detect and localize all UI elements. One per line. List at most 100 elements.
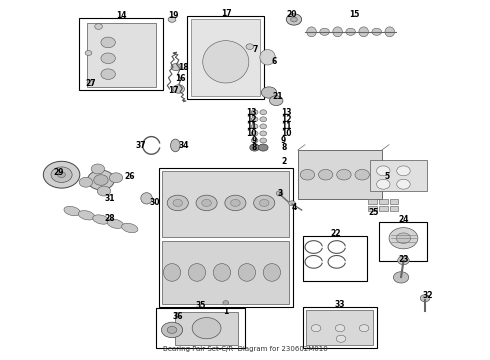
Bar: [368, 199, 377, 204]
Circle shape: [260, 110, 267, 115]
Text: 26: 26: [124, 172, 134, 181]
Ellipse shape: [377, 179, 390, 189]
Text: 15: 15: [349, 10, 360, 19]
Text: 37: 37: [136, 141, 147, 150]
Circle shape: [223, 301, 229, 305]
Circle shape: [88, 170, 114, 190]
Text: 19: 19: [168, 12, 178, 21]
Circle shape: [251, 117, 258, 122]
Circle shape: [318, 170, 333, 180]
Circle shape: [192, 318, 221, 339]
Ellipse shape: [359, 27, 368, 37]
Ellipse shape: [163, 264, 181, 281]
Circle shape: [359, 325, 369, 332]
Circle shape: [260, 117, 267, 122]
Ellipse shape: [203, 41, 249, 83]
Ellipse shape: [263, 264, 281, 281]
Ellipse shape: [397, 166, 410, 176]
Bar: [87, 23, 156, 86]
Bar: [156, 308, 245, 348]
Text: 9: 9: [252, 136, 257, 145]
Circle shape: [254, 195, 275, 211]
Circle shape: [260, 131, 267, 136]
Text: 3: 3: [278, 189, 283, 198]
Ellipse shape: [122, 223, 138, 233]
Circle shape: [251, 131, 258, 136]
Circle shape: [231, 199, 240, 207]
Text: 8: 8: [281, 143, 286, 152]
Ellipse shape: [260, 49, 275, 65]
Text: 23: 23: [399, 255, 409, 264]
Text: 22: 22: [330, 229, 341, 238]
Circle shape: [79, 177, 93, 187]
Circle shape: [225, 195, 246, 211]
Circle shape: [161, 322, 183, 338]
Circle shape: [336, 335, 346, 342]
Text: 35: 35: [196, 301, 206, 310]
Text: 1: 1: [223, 307, 228, 316]
Text: 8: 8: [252, 143, 257, 152]
Circle shape: [311, 325, 321, 332]
Circle shape: [173, 199, 183, 207]
Text: 36: 36: [173, 312, 183, 321]
Bar: [175, 312, 238, 345]
Circle shape: [167, 195, 188, 211]
Circle shape: [300, 170, 315, 180]
Text: 9: 9: [281, 136, 286, 145]
Bar: [162, 241, 289, 304]
Bar: [379, 199, 388, 204]
Circle shape: [335, 325, 345, 332]
Circle shape: [91, 164, 104, 174]
Bar: [79, 18, 163, 90]
Circle shape: [291, 17, 297, 22]
Circle shape: [258, 144, 268, 151]
Bar: [162, 171, 289, 237]
Text: 27: 27: [85, 79, 96, 88]
Circle shape: [58, 172, 65, 177]
Text: 25: 25: [368, 208, 378, 217]
Circle shape: [420, 294, 430, 302]
Text: 32: 32: [423, 291, 433, 300]
Ellipse shape: [107, 219, 123, 229]
Circle shape: [101, 53, 115, 64]
Text: 2: 2: [281, 157, 286, 166]
Circle shape: [396, 233, 411, 243]
Text: 10: 10: [246, 129, 257, 138]
Bar: [159, 168, 293, 307]
Circle shape: [276, 191, 283, 196]
Bar: [390, 199, 398, 204]
Circle shape: [355, 170, 369, 180]
Ellipse shape: [397, 179, 410, 189]
Text: Bearing Pair Set-C/R  Diagram for 230602M010: Bearing Pair Set-C/R Diagram for 230602M…: [163, 346, 327, 352]
Ellipse shape: [346, 28, 355, 35]
Circle shape: [85, 50, 92, 55]
Circle shape: [101, 69, 115, 80]
Circle shape: [259, 199, 269, 207]
Circle shape: [286, 14, 302, 25]
Text: 7: 7: [253, 45, 258, 54]
Circle shape: [94, 175, 108, 185]
Text: 31: 31: [104, 194, 115, 203]
Bar: [191, 19, 260, 96]
Text: 6: 6: [272, 57, 277, 66]
Circle shape: [289, 201, 295, 206]
Circle shape: [250, 144, 259, 151]
Circle shape: [87, 81, 94, 85]
Circle shape: [51, 167, 72, 183]
Bar: [303, 237, 368, 280]
Ellipse shape: [372, 28, 382, 35]
Ellipse shape: [385, 27, 394, 37]
Ellipse shape: [93, 215, 109, 224]
Bar: [390, 206, 398, 211]
Text: 17: 17: [221, 9, 232, 18]
Text: 28: 28: [104, 213, 115, 222]
Text: 4: 4: [292, 203, 297, 212]
Circle shape: [251, 138, 258, 143]
Circle shape: [246, 44, 254, 49]
Bar: [370, 159, 427, 191]
Bar: [298, 150, 382, 199]
Text: 14: 14: [116, 12, 127, 21]
Ellipse shape: [320, 28, 329, 35]
Ellipse shape: [171, 139, 180, 152]
Text: 5: 5: [384, 172, 390, 181]
